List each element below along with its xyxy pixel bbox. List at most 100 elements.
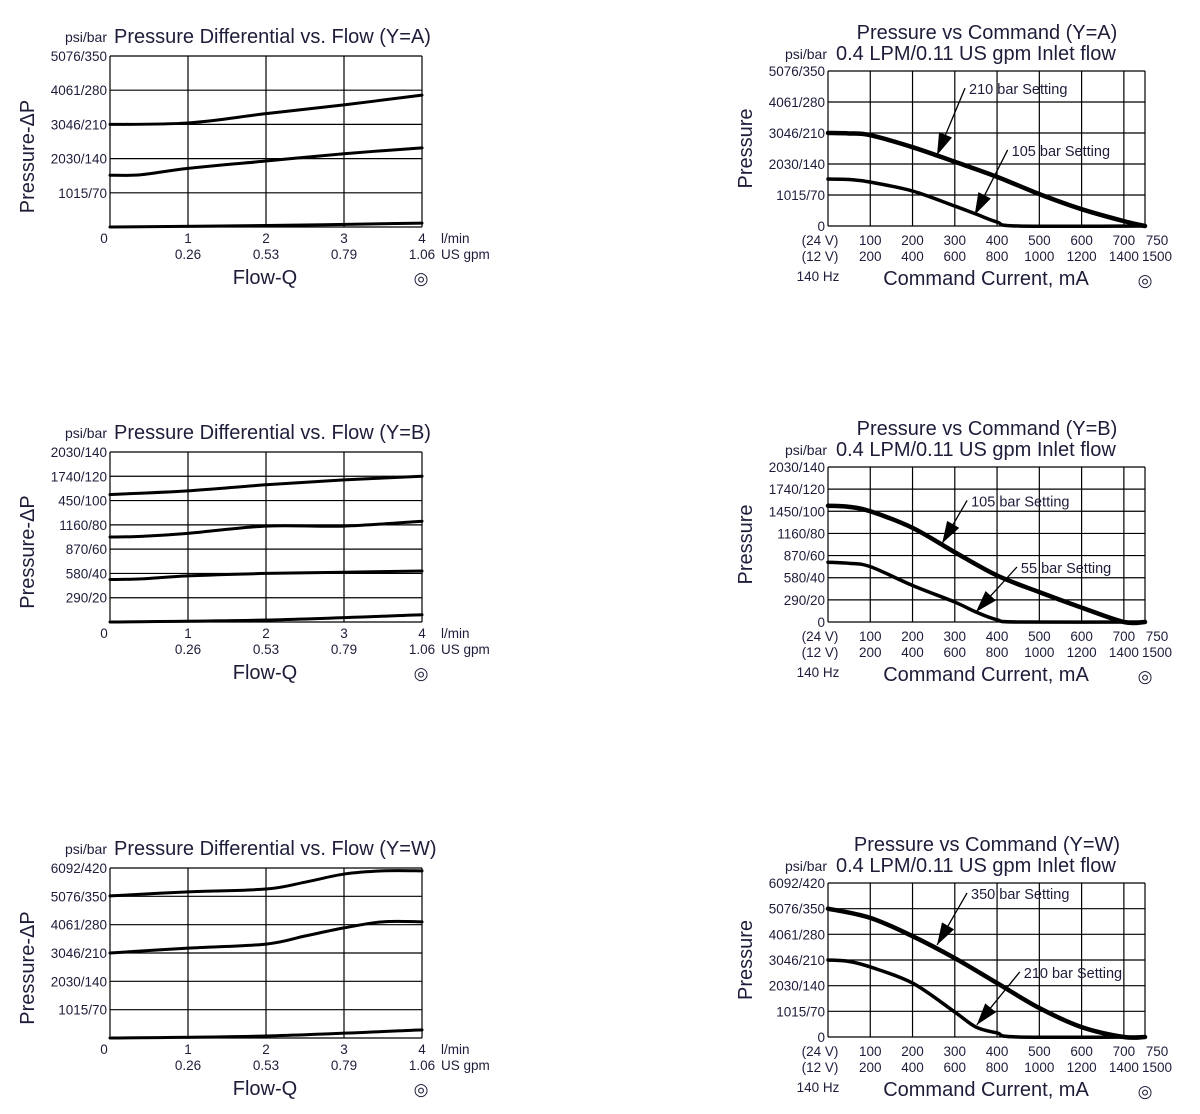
y-tick-label: 290/20 bbox=[784, 593, 825, 608]
chart-title: Pressure Differential vs. Flow (Y=A) bbox=[114, 26, 431, 48]
y-tick-label: 1740/120 bbox=[769, 482, 825, 497]
y-tick-label: 2030/140 bbox=[51, 445, 107, 460]
x-axis-label: Command Current, mA bbox=[883, 664, 1089, 686]
annotation-label: 55 bar Setting bbox=[1021, 561, 1111, 577]
y-tick-label: 2030/140 bbox=[51, 974, 107, 989]
series-line-1 bbox=[108, 869, 424, 898]
x-axis-label: Command Current, mA bbox=[883, 1079, 1089, 1101]
y-tick-label: 1740/120 bbox=[51, 469, 107, 484]
annotation-arrowhead bbox=[937, 132, 952, 156]
y-tick-label: 3046/210 bbox=[769, 953, 825, 968]
y-tick-label: 2030/140 bbox=[769, 157, 825, 172]
x-tick-label-secondary: 1.06 bbox=[409, 642, 435, 657]
x-tick-label: 750 bbox=[1146, 1044, 1169, 1059]
x-tick-label: 4 bbox=[418, 1042, 426, 1057]
x-tick-label: 0 bbox=[100, 626, 108, 641]
x-tick-label: 4 bbox=[418, 626, 426, 641]
y-axis-label: Pressure bbox=[735, 504, 757, 584]
x-tick-label-secondary: 0.26 bbox=[175, 642, 201, 657]
x-tick-label: 4 bbox=[418, 231, 426, 246]
x-tick-label: 1 bbox=[184, 626, 192, 641]
annotation-arrowhead bbox=[974, 192, 991, 215]
chart-title: Pressure vs Command (Y=B) bbox=[857, 418, 1118, 440]
y-axis-label: Pressure-ΔP bbox=[17, 911, 39, 1024]
symbol-icon: ◎ bbox=[414, 664, 429, 683]
chart-subtitle: 0.4 LPM/0.11 US gpm Inlet flow bbox=[836, 439, 1116, 461]
chart-left-top: 1015/70 2030/140 3046/210 4061/280 5076/350 0… bbox=[17, 26, 490, 289]
annotation-arrowhead bbox=[976, 1003, 997, 1025]
symbol-icon: ◎ bbox=[1138, 667, 1153, 686]
symbol-icon: ◎ bbox=[1138, 1082, 1153, 1101]
x-tick-label: 2 bbox=[262, 1042, 270, 1057]
x-tick-label-secondary: 1200 bbox=[1067, 249, 1097, 264]
x-tick-label-secondary: 0.26 bbox=[175, 247, 201, 262]
x-row-label-24v: (24 V) bbox=[802, 629, 839, 644]
x-tick-label: 3 bbox=[340, 626, 348, 641]
series-line-2 bbox=[108, 519, 424, 539]
y-tick-label: 5076/350 bbox=[51, 889, 107, 904]
y-tick-label: 0 bbox=[817, 615, 825, 630]
y-tick-label: 3046/210 bbox=[51, 117, 107, 132]
series-line-2 bbox=[826, 560, 1147, 624]
annotation-label: 210 bar Setting bbox=[1024, 966, 1122, 982]
series-line-1 bbox=[825, 503, 1148, 626]
y-axis-label: Pressure bbox=[735, 108, 757, 188]
y-tick-label: 1450/100 bbox=[769, 504, 825, 519]
symbol-icon: ◎ bbox=[1138, 271, 1153, 290]
x-row-label-12v: (12 V) bbox=[802, 1060, 839, 1075]
x-tick-label: 3 bbox=[340, 1042, 348, 1057]
x-tick-label-secondary: 1000 bbox=[1024, 249, 1054, 264]
x-tick-label-secondary: 200 bbox=[859, 1060, 882, 1075]
x-tick-label: 600 bbox=[1070, 629, 1093, 644]
x-tick-label: 400 bbox=[986, 629, 1009, 644]
chart-left-bottom: 1015/70 2030/140 3046/210 4061/280 5076/350 6… bbox=[17, 838, 490, 1100]
y-unit-label: psi/bar bbox=[65, 29, 107, 45]
chart-right-bottom: 0 1015/70 2030/140 3046/210 4061/280 5076/350… bbox=[735, 834, 1172, 1101]
y-tick-label: 4061/280 bbox=[769, 927, 825, 942]
y-tick-label: 4061/280 bbox=[51, 83, 107, 98]
x-tick-label-secondary: 1400 bbox=[1109, 1060, 1139, 1075]
y-tick-label: 1015/70 bbox=[58, 1003, 107, 1018]
series-line-2 bbox=[108, 146, 424, 177]
x-tick-label: 300 bbox=[944, 233, 967, 248]
series-line-1 bbox=[108, 474, 424, 496]
x-tick-label-secondary: 1.06 bbox=[409, 247, 435, 262]
series-line-2 bbox=[826, 177, 1147, 229]
x-tick-label-secondary: 800 bbox=[986, 249, 1009, 264]
x-tick-label: 200 bbox=[901, 1044, 924, 1059]
x-tick-label: 700 bbox=[1113, 629, 1136, 644]
x-axis-label: Flow-Q bbox=[233, 1078, 297, 1100]
y-tick-label: 580/40 bbox=[66, 566, 107, 581]
x-tick-label: 2 bbox=[262, 231, 270, 246]
y-tick-label: 4061/280 bbox=[51, 918, 107, 933]
x-unit-secondary: US gpm bbox=[441, 642, 490, 657]
x-tick-label: 750 bbox=[1146, 629, 1169, 644]
x-tick-label: 400 bbox=[986, 233, 1009, 248]
y-tick-label: 1015/70 bbox=[776, 188, 825, 203]
series-line-3 bbox=[108, 569, 424, 581]
x-tick-label-secondary: 1200 bbox=[1067, 1060, 1097, 1075]
y-tick-label: 1015/70 bbox=[776, 1004, 825, 1019]
y-tick-label: 0 bbox=[817, 219, 825, 234]
x-tick-label: 600 bbox=[1070, 233, 1093, 248]
y-tick-label: 3046/210 bbox=[769, 126, 825, 141]
series-line-1 bbox=[825, 906, 1148, 1040]
chart-right-middle: 0 290/20 580/40 870/60 1160/80 1450/100 1740/1… bbox=[735, 418, 1172, 686]
chart-title: Pressure Differential vs. Flow (Y=B) bbox=[114, 422, 431, 444]
x-unit-primary: l/min bbox=[441, 1042, 470, 1057]
x-axis-label: Command Current, mA bbox=[883, 268, 1089, 290]
x-tick-label-secondary: 1500 bbox=[1142, 645, 1172, 660]
y-tick-label: 5076/350 bbox=[769, 902, 825, 917]
y-tick-label: 5076/350 bbox=[769, 64, 825, 79]
y-tick-label: 0 bbox=[817, 1030, 825, 1045]
x-tick-label: 500 bbox=[1028, 1044, 1051, 1059]
y-tick-label: 1160/80 bbox=[777, 526, 825, 541]
chart-title: Pressure vs Command (Y=A) bbox=[857, 22, 1118, 44]
chart-left-middle: 290/20 580/40 870/60 1160/80 450/100 1740/120… bbox=[17, 422, 490, 684]
y-tick-label: 870/60 bbox=[66, 542, 107, 557]
x-tick-label-secondary: 1000 bbox=[1024, 1060, 1054, 1075]
x-tick-label-secondary: 600 bbox=[944, 645, 967, 660]
x-tick-label: 100 bbox=[859, 1044, 882, 1059]
x-tick-label: 2 bbox=[262, 626, 270, 641]
